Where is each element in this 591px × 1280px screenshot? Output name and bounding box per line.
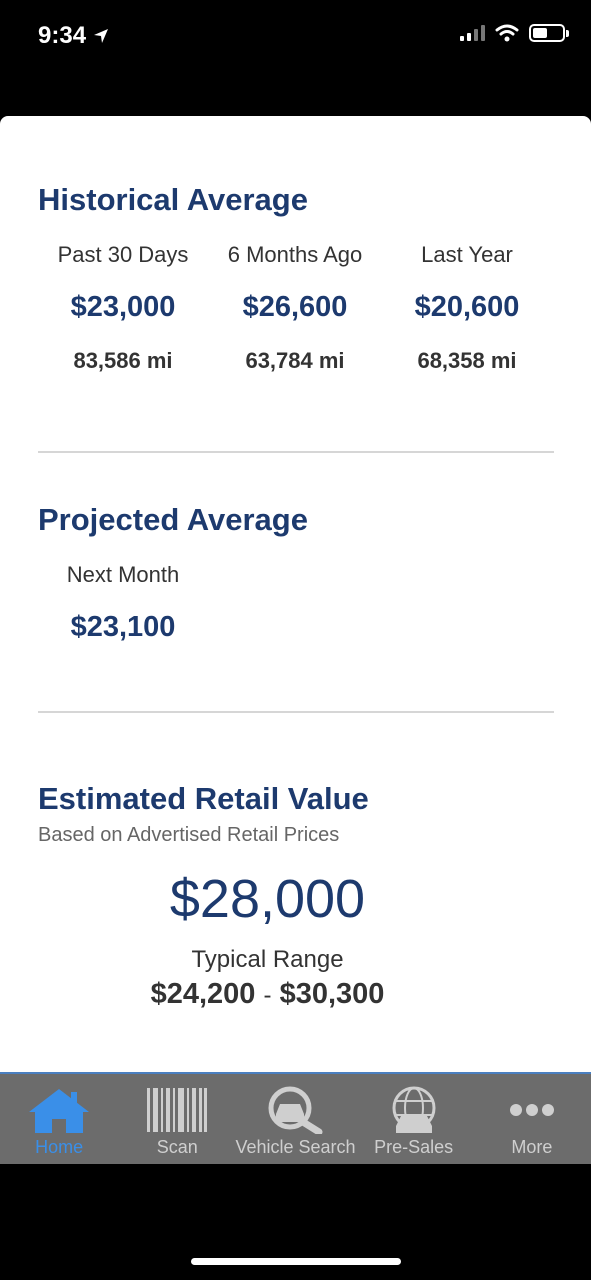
battery-icon [529,24,569,42]
wifi-icon [495,24,519,42]
historical-average-title: Historical Average [38,182,308,217]
status-indicators [460,24,569,42]
historical-miles-last-year: 68,358 mi [417,348,517,373]
tab-more-label: More [511,1137,553,1157]
historical-label-6-months-ago: 6 Months Ago [227,242,363,267]
vehicle-search-icon [263,1086,327,1134]
typical-range-label: Typical Range [191,946,344,973]
tab-home[interactable]: Home [0,1074,118,1166]
range-low: $24,200 [150,978,256,1010]
historical-miles-6-months-ago: 63,784 mi [245,348,345,373]
projected-label-next-month: Next Month [66,562,180,587]
status-time: 9:34 [38,22,109,50]
range-separator: - [263,982,272,1009]
cellular-signal-icon [460,25,485,41]
retail-subtitle: Based on Advertised Retail Prices [38,824,340,846]
status-bar: 9:34 [0,0,591,72]
historical-label-past-30-days: Past 30 Days [57,242,189,267]
tab-bar: Home Scan Vehicle Search [0,1072,591,1164]
estimated-retail-value: $28,000 [169,869,366,929]
home-indicator[interactable] [191,1258,401,1265]
globe-car-icon [386,1086,442,1134]
tab-pre-sales-label: Pre-Sales [374,1137,454,1157]
location-arrow-icon [93,29,108,43]
tab-vehicle-search[interactable]: Vehicle Search [235,1074,356,1166]
projected-price-next-month: $23,100 [70,611,176,643]
projected-average-title: Projected Average [38,502,308,537]
section-divider [38,451,554,453]
tab-more[interactable]: More [473,1074,591,1166]
more-icon [508,1086,556,1134]
range-high: $30,300 [279,978,385,1010]
historical-price-past-30-days: $23,000 [70,291,176,323]
barcode-icon [145,1086,209,1134]
historical-price-6-months-ago: $26,600 [242,291,348,323]
historical-price-last-year: $20,600 [414,291,520,323]
typical-range-value: $24,200 - $30,300 [0,978,535,1011]
section-divider [38,711,554,713]
tab-scan[interactable]: Scan [118,1074,236,1166]
tab-pre-sales[interactable]: Pre-Sales [355,1074,473,1166]
estimated-retail-value-title: Estimated Retail Value [38,781,369,816]
tab-home-label: Home [35,1137,84,1157]
historical-label-last-year: Last Year [421,242,513,267]
tab-vehicle-search-label: Vehicle Search [235,1137,356,1157]
tab-scan-label: Scan [156,1137,198,1157]
historical-miles-past-30-days: 83,586 mi [73,348,173,373]
home-icon [26,1086,92,1134]
vehicle-value-card: Historical Average Past 30 Days 6 Months… [0,116,591,1072]
status-time-text: 9:34 [38,22,87,49]
